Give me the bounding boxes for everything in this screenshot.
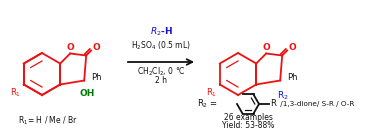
- Text: R$_1$: R$_1$: [206, 87, 217, 99]
- Text: R$_1$= H / Me / Br: R$_1$= H / Me / Br: [18, 114, 78, 127]
- Text: CH$_2$Cl$_2$, 0 °C: CH$_2$Cl$_2$, 0 °C: [136, 65, 185, 77]
- Text: O: O: [288, 42, 296, 51]
- Text: OH: OH: [79, 90, 95, 98]
- Text: R$_1$: R$_1$: [10, 87, 21, 99]
- Text: 26 examples: 26 examples: [223, 113, 273, 122]
- Text: Yield: 53-88%: Yield: 53-88%: [222, 120, 274, 129]
- Text: R$_2$ =: R$_2$ =: [197, 98, 218, 110]
- Text: O: O: [92, 42, 100, 51]
- Text: Ph: Ph: [91, 73, 102, 82]
- Text: O: O: [66, 44, 74, 53]
- Text: R: R: [270, 100, 276, 109]
- Text: H$_2$SO$_4$ (0.5 mL): H$_2$SO$_4$ (0.5 mL): [131, 40, 191, 52]
- Text: $R_2$-H: $R_2$-H: [150, 25, 172, 38]
- Text: Ph: Ph: [287, 73, 298, 82]
- Text: O: O: [262, 44, 270, 53]
- Text: 2 h: 2 h: [155, 76, 167, 85]
- Text: R$_2$: R$_2$: [277, 90, 289, 102]
- Text: /1,3-dione/ S-R / O-R: /1,3-dione/ S-R / O-R: [278, 101, 355, 107]
